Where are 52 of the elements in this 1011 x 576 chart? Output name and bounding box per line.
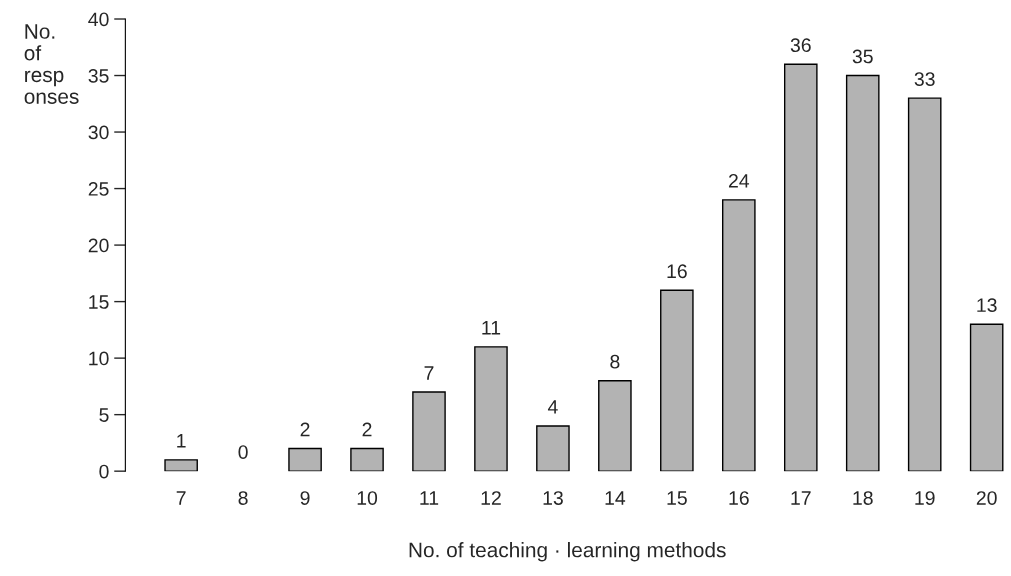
bar bbox=[350, 447, 384, 472]
bar bbox=[845, 74, 880, 472]
data-label: 13 bbox=[977, 298, 997, 313]
data-label: 2 bbox=[300, 422, 310, 437]
data-label: 4 bbox=[547, 400, 558, 414]
x-tick-label: 17 bbox=[791, 491, 811, 505]
x-tick-label: 9 bbox=[300, 491, 310, 505]
bar bbox=[474, 346, 508, 472]
data-label: 36 bbox=[790, 38, 811, 53]
x-tick-label: 14 bbox=[605, 491, 626, 505]
x-tick-label: 20 bbox=[976, 491, 997, 505]
data-label: 0 bbox=[238, 445, 248, 459]
data-label: 24 bbox=[728, 173, 750, 188]
data-label: 7 bbox=[424, 366, 434, 380]
y-tick-label: 25 bbox=[88, 182, 109, 196]
x-axis-title: No. of teaching · learning methods bbox=[409, 542, 726, 562]
y-tick-label: 10 bbox=[89, 351, 109, 366]
x-tick-label: 11 bbox=[420, 491, 439, 505]
x-tick-label: 19 bbox=[915, 491, 935, 505]
x-tick-label: 15 bbox=[667, 491, 687, 505]
x-tick-label: 8 bbox=[238, 491, 248, 505]
x-tick-label: 10 bbox=[357, 491, 378, 505]
y-tick-label: 15 bbox=[89, 295, 109, 309]
y-tick-label: 5 bbox=[99, 408, 109, 422]
data-label: 16 bbox=[667, 264, 687, 279]
data-label: 11 bbox=[482, 321, 501, 335]
y-tick-label: 20 bbox=[88, 238, 109, 253]
bar bbox=[536, 425, 570, 472]
bar bbox=[660, 289, 694, 472]
x-tick-label: 7 bbox=[176, 491, 186, 505]
bar bbox=[164, 459, 198, 472]
y-tick-label: 40 bbox=[88, 12, 109, 27]
bar bbox=[598, 380, 632, 472]
bar bbox=[288, 447, 322, 472]
bar bbox=[907, 97, 942, 472]
data-label: 35 bbox=[852, 49, 873, 64]
y-tick-label: 0 bbox=[99, 464, 109, 479]
data-label: 8 bbox=[610, 354, 620, 369]
y-axis-title: No. of resp onses bbox=[24, 24, 79, 104]
data-label: 33 bbox=[914, 72, 935, 86]
x-tick-label: 12 bbox=[481, 491, 501, 505]
data-label: 1 bbox=[177, 434, 186, 448]
data-label: 2 bbox=[362, 422, 372, 437]
y-tick-label: 30 bbox=[88, 125, 109, 140]
bar bbox=[783, 63, 818, 472]
bar bbox=[412, 391, 446, 472]
y-tick-label: 35 bbox=[88, 69, 109, 83]
x-tick-label: 16 bbox=[729, 491, 749, 505]
bar bbox=[722, 199, 756, 472]
bar bbox=[969, 323, 1004, 472]
x-tick-label: 13 bbox=[543, 491, 563, 505]
x-tick-label: 18 bbox=[853, 491, 873, 505]
